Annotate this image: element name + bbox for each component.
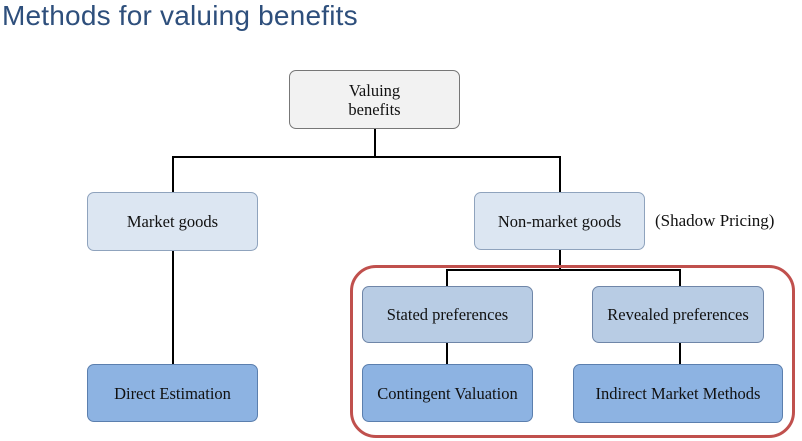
- node-contingent-valuation: Contingent Valuation: [362, 364, 533, 422]
- non-market-methods-highlight: [350, 265, 795, 438]
- connector-to-market: [172, 156, 174, 192]
- connector-stated-to-contingent: [446, 343, 448, 364]
- node-label: Valuing benefits: [348, 80, 401, 119]
- connector-non-market-down: [559, 250, 561, 270]
- connector-to-stated: [446, 269, 448, 286]
- node-non-market-goods: Non-market goods: [474, 192, 645, 250]
- node-label: Market goods: [126, 212, 219, 231]
- node-label: Indirect Market Methods: [595, 384, 761, 403]
- shadow-pricing-note: (Shadow Pricing): [655, 211, 775, 230]
- node-revealed-preferences: Revealed preferences: [592, 286, 764, 343]
- node-market-goods: Market goods: [87, 192, 258, 251]
- connector-root-down: [374, 129, 376, 157]
- node-valuing-benefits: Valuing benefits: [289, 70, 460, 129]
- connector-pref-bar: [446, 269, 681, 271]
- node-label: Stated preferences: [386, 305, 509, 324]
- slide-title: Methods for valuing benefits: [2, 0, 358, 31]
- node-label: Non-market goods: [497, 211, 622, 231]
- node-indirect-market-methods: Indirect Market Methods: [573, 364, 783, 423]
- connector-revealed-to-indirect: [679, 343, 681, 364]
- node-direct-estimation: Direct Estimation: [87, 364, 258, 422]
- node-label: Contingent Valuation: [377, 383, 518, 403]
- connector-to-non-market: [559, 156, 561, 192]
- connector-level1-bar: [172, 156, 561, 158]
- connector-to-revealed: [679, 269, 681, 286]
- connector-market-to-direct: [172, 251, 174, 364]
- node-stated-preferences: Stated preferences: [362, 286, 533, 343]
- node-label: Revealed preferences: [607, 305, 749, 324]
- node-label: Direct Estimation: [114, 383, 231, 403]
